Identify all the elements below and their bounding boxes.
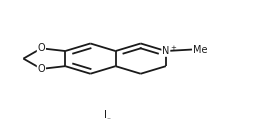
Text: O: O <box>38 64 45 74</box>
Text: ⁻: ⁻ <box>107 115 111 124</box>
Text: N: N <box>162 46 169 56</box>
Text: O: O <box>38 43 45 53</box>
Text: +: + <box>170 45 176 51</box>
Text: I: I <box>104 110 107 120</box>
Text: Me: Me <box>193 45 208 55</box>
